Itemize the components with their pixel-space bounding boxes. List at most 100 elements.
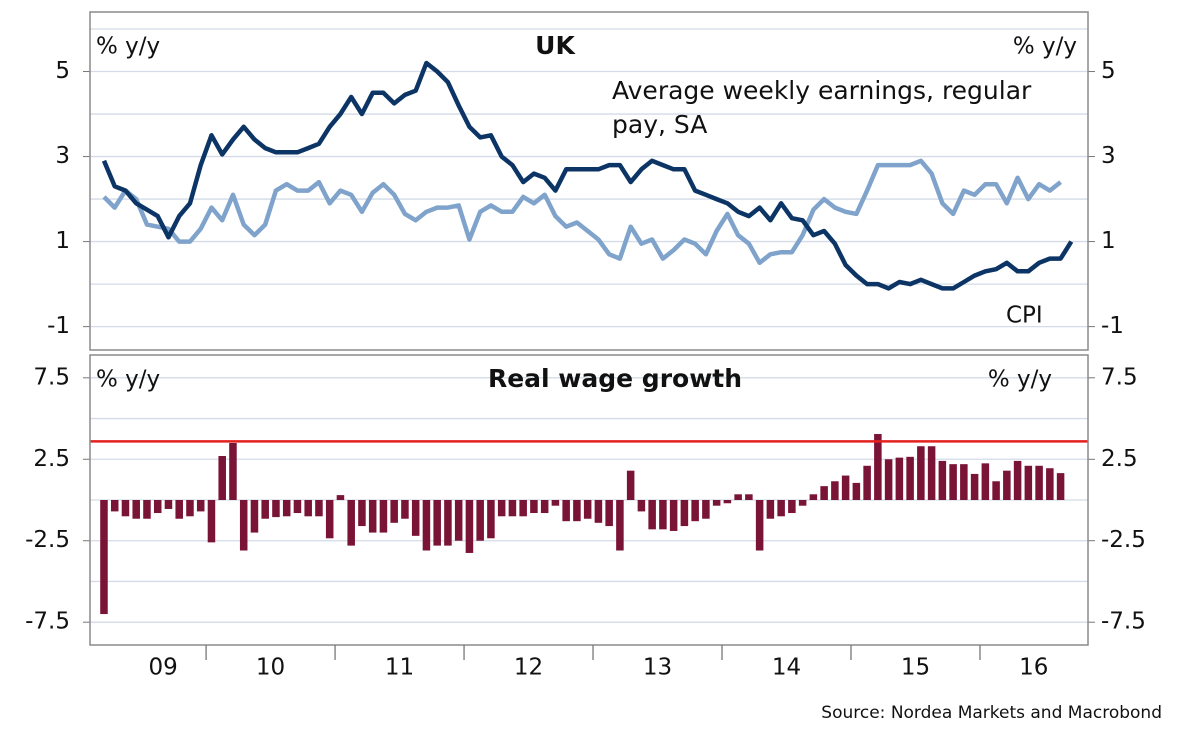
x-tick-label: 13 [643,655,672,681]
bar [315,500,323,517]
bar [723,500,732,504]
bar [960,464,968,500]
bar [433,500,441,546]
bar [863,465,871,500]
bar [917,446,925,500]
bar [454,500,463,541]
y2-tick-label: 7.5 [1101,364,1138,390]
line [101,60,1074,291]
annotation: Average weekly earnings, regular pay, SA [612,76,1032,139]
bar [766,500,775,519]
bar [981,463,990,500]
bar [745,494,753,500]
y-tick-label: 1 [55,228,70,254]
bar [605,500,613,527]
bar [852,482,861,500]
bar [358,500,366,527]
bar [121,500,130,517]
bar [487,500,495,539]
bar [659,500,667,530]
bar [938,460,947,500]
bar [551,500,560,506]
bar [927,446,936,500]
bar [497,500,506,517]
y2-axis-label: % y/y [988,367,1052,393]
bar [895,457,904,500]
y-tick-label: -7.5 [25,609,70,635]
bar [1024,465,1033,500]
bar [411,500,420,536]
y2-tick-label: -1 [1101,313,1124,339]
y-axis-label: % y/y [96,367,160,393]
y-tick-label: 2.5 [33,446,70,472]
bar [573,500,581,522]
bar [100,500,108,615]
bar [390,500,398,523]
bar [325,500,334,539]
x-tick-label: 09 [148,655,177,681]
y-tick-label: 3 [55,143,70,169]
bar [519,500,527,517]
bar [336,495,345,500]
bar [616,500,624,551]
bar [626,470,635,500]
line [102,158,1062,266]
bar [734,494,742,500]
y2-axis-label: % y/y [1013,34,1077,60]
bar [272,500,280,518]
bar [841,475,850,500]
y-tick-label: 5 [55,58,70,84]
x-tick-label: 12 [514,655,543,681]
bar [401,500,409,519]
bar [755,500,764,551]
bar [874,434,882,500]
x-tick-label: 10 [256,655,285,681]
bar [562,500,570,522]
bar [712,500,721,506]
chart-title: Real wage growth [488,364,742,393]
x-tick-label: 11 [385,655,414,681]
bar [186,500,194,517]
y2-tick-label: -2.5 [1101,527,1146,553]
bar [293,500,302,514]
y-tick-label: -2.5 [25,527,70,553]
bar [530,500,538,514]
bar [153,500,162,514]
y-tick-label: 7.5 [33,364,70,390]
x-tick-label: 16 [1019,655,1048,681]
bar [465,500,474,553]
bar [218,456,226,500]
bar [143,500,151,519]
bar [788,500,796,514]
bar [229,442,237,500]
y-axis-label: % y/y [96,34,160,60]
bar [132,500,140,519]
plot-frame [89,11,1089,351]
bar [347,500,355,546]
y2-tick-label: 3 [1101,143,1116,169]
y2-tick-label: 5 [1101,58,1116,84]
bar [164,500,173,509]
bar [831,481,839,500]
bar [809,494,818,500]
y2-tick-label: 1 [1101,228,1116,254]
bar [970,473,979,500]
bar [637,500,646,512]
bar [175,500,183,519]
bar [422,500,431,551]
bar [379,500,388,533]
bar [691,500,699,522]
bar [207,500,216,543]
bar [906,456,914,500]
bar [476,500,484,541]
bar [1046,468,1054,500]
bar [949,464,957,500]
plot-frame [89,354,1089,646]
bar [777,500,785,517]
bar [1003,470,1011,500]
y-tick-label: -1 [47,313,70,339]
bar [680,500,689,527]
bar [992,481,1000,500]
bar [508,500,517,517]
